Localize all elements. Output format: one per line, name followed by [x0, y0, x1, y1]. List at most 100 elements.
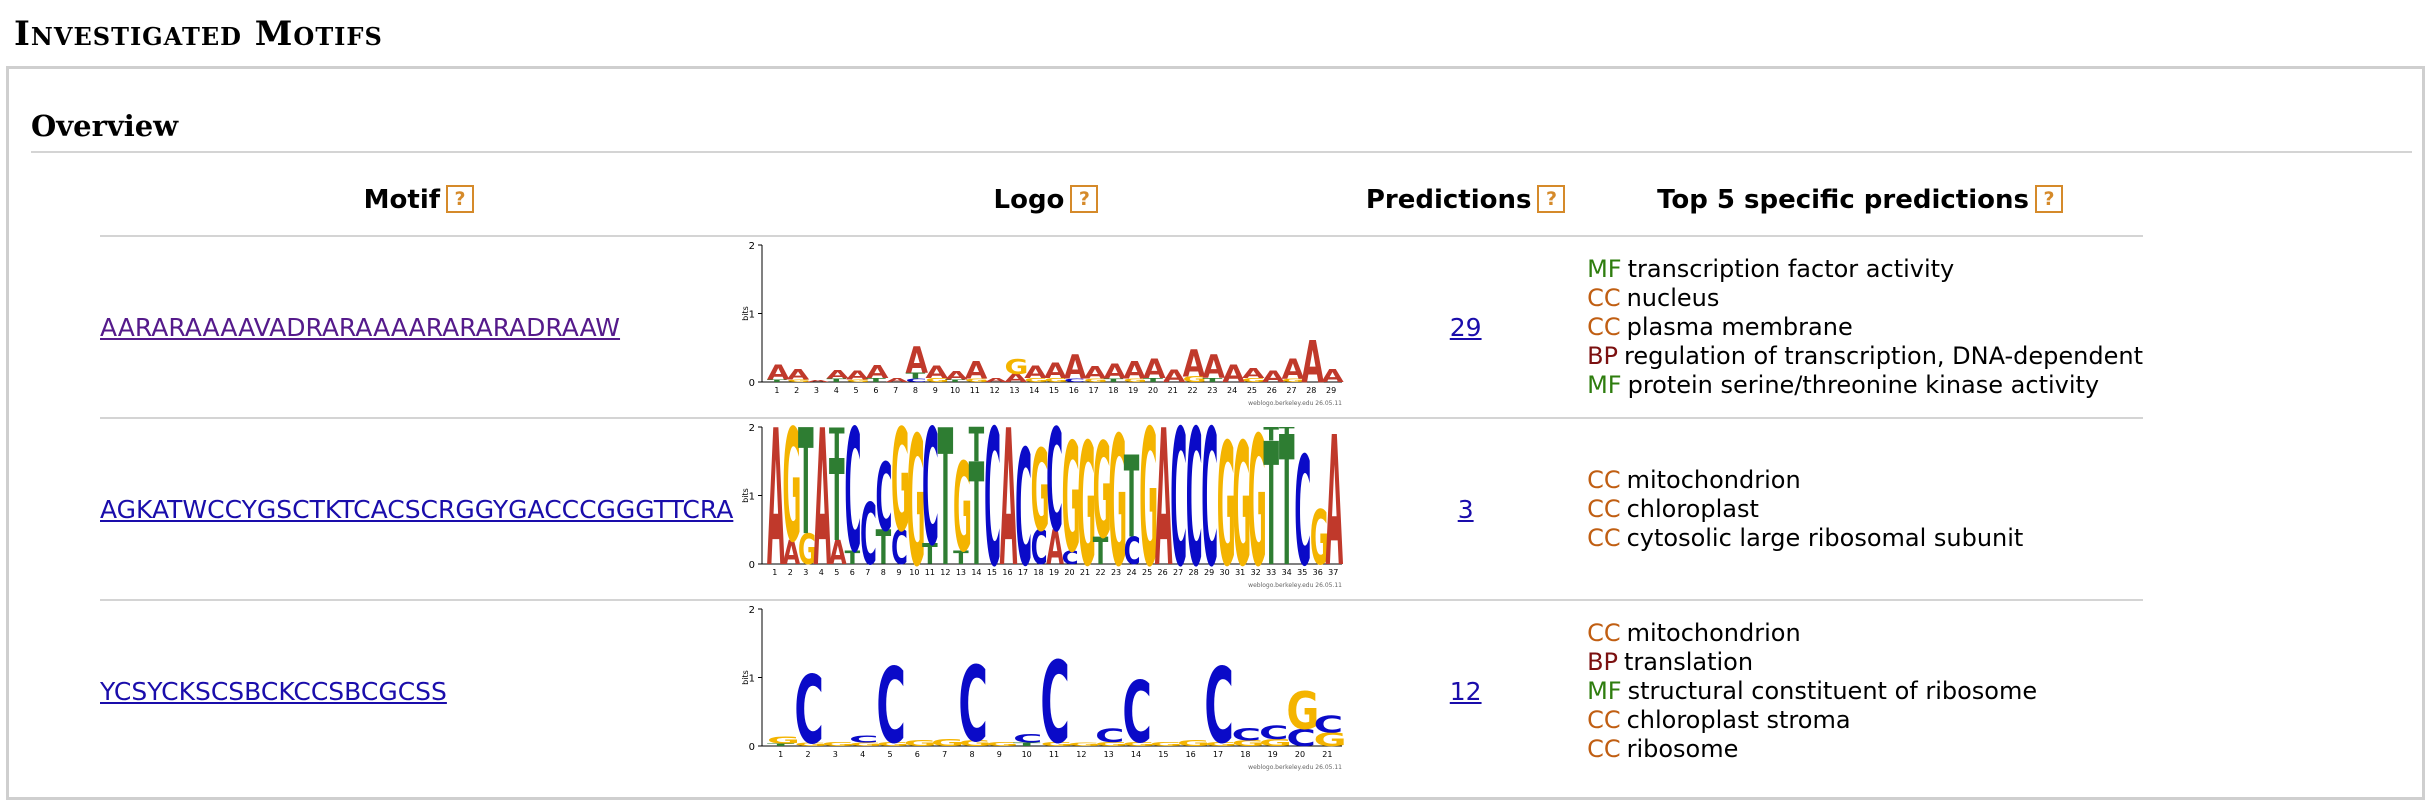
- logo-letter-a: A: [1301, 328, 1324, 396]
- logo-letter-c: C: [1122, 664, 1151, 762]
- logo-position-label: 28: [1188, 568, 1198, 577]
- prediction-term: structural constituent of ribosome: [1627, 676, 2038, 705]
- logo-letter-t: T: [945, 379, 966, 383]
- logo-letter-t: T: [1013, 742, 1041, 748]
- logo-letter-g: G: [1177, 739, 1210, 748]
- logo-position-label: 20: [1148, 386, 1158, 395]
- logo-position-label: 25: [1247, 386, 1257, 395]
- logo-letter-c: C: [1313, 710, 1343, 738]
- logo-position-label: 35: [1297, 568, 1307, 577]
- prediction-item: CC plasma membrane: [1587, 313, 2143, 342]
- ontology-tag: CC: [1587, 705, 1621, 734]
- logo-letter-g: G: [1044, 377, 1068, 383]
- logo-position-label: 30: [1219, 568, 1229, 577]
- logo-position-label: 1: [772, 568, 777, 577]
- logo-y-tick-label: 0: [748, 378, 754, 389]
- logo-letter-c: C: [1201, 421, 1218, 593]
- logo-letter-g: G: [1004, 355, 1028, 379]
- logo-letter-t: T: [1202, 377, 1223, 383]
- motif-link[interactable]: AARARAAAAVADRARAAAARARARADRAAW: [100, 312, 621, 342]
- logo-letter-a: A: [786, 367, 809, 383]
- logo-letter-g: G: [1231, 739, 1264, 748]
- logo-letter-c: C: [1124, 530, 1141, 574]
- prediction-item: MF transcription factor activity: [1587, 255, 2143, 284]
- logo-letter-c: C: [1064, 378, 1085, 383]
- top-predictions-list: CC mitochondrion BP translation MF structural…: [1577, 619, 2143, 764]
- logo-letter-a: A: [1281, 353, 1304, 385]
- logo-position-label: 24: [1126, 568, 1136, 577]
- logo-position-label: 18: [1240, 750, 1250, 759]
- prediction-term: ribosome: [1626, 734, 1739, 763]
- predictions-link[interactable]: 12: [1449, 676, 1482, 706]
- logo-letter-g: G: [786, 379, 810, 383]
- ontology-tag: CC: [1587, 494, 1621, 523]
- logo-cell: 0 1 2 bits A 1 A G 2 G T 3 A 4 A T T 5 T C 6 C 7 T C 8 C G 9 G 10 T C 11 T…: [737, 390, 1355, 609]
- logo-position-label: 37: [1328, 568, 1338, 577]
- ontology-tag: CC: [1587, 283, 1621, 312]
- logo-letter-g: G: [1122, 741, 1155, 748]
- top-predictions-cell: CC mitochondrion BP translation MF structural…: [1577, 600, 2143, 781]
- logo-letter-g: G: [767, 735, 800, 746]
- logo-position-label: 32: [1250, 568, 1260, 577]
- top-predictions-list: MF transcription factor activity CC nucleus…: [1577, 255, 2143, 400]
- logo-letter-a: A: [905, 339, 928, 382]
- logo-letter-a: A: [1182, 342, 1205, 386]
- top-predictions-cell: CC mitochondrion CC chloroplast CC cytosolic …: [1577, 418, 2143, 601]
- motif-link[interactable]: AGKATWCCYGSCTKTCACSCRGGYGACCCGGGTTCRA: [100, 494, 734, 524]
- logo-letter-c: C: [1204, 647, 1234, 767]
- prediction-term: mitochondrion: [1626, 465, 1801, 494]
- logo-position-label: 7: [893, 386, 898, 395]
- ontology-tag: MF: [1587, 676, 1622, 705]
- motif-header: Motif?: [100, 165, 738, 237]
- motif-link[interactable]: YCSYCKSCSBCKCCSBCGCSS: [100, 676, 447, 706]
- logo-letter-g: G: [1083, 378, 1107, 383]
- logo-position-label: 12: [940, 568, 950, 577]
- logo-position-label: 29: [1326, 386, 1336, 395]
- prediction-item: CC ribosome: [1587, 735, 2143, 764]
- ontology-tag: MF: [1587, 370, 1622, 399]
- logo-position-label: 20: [1295, 750, 1305, 759]
- help-icon[interactable]: ?: [446, 185, 475, 213]
- logo-letter-g: G: [1242, 377, 1266, 383]
- section-title: Overview: [31, 109, 179, 143]
- logo-letter-g: G: [794, 742, 827, 748]
- prediction-term: cytosolic large ribosomal subunit: [1626, 523, 2024, 552]
- prediction-term: protein serine/threonine kinase activity: [1627, 370, 2100, 399]
- logo-position-label: 14: [1029, 386, 1039, 395]
- predictions-link[interactable]: 3: [1457, 494, 1474, 524]
- help-icon[interactable]: ?: [1070, 185, 1099, 213]
- ontology-tag: CC: [1587, 312, 1621, 341]
- logo-letter-a: A: [1044, 359, 1067, 384]
- logo-position-label: 24: [1227, 386, 1237, 395]
- logo-position-label: 13: [1103, 750, 1113, 759]
- logo-y-tick-label: 2: [748, 241, 754, 252]
- logo-position-label: 7: [865, 568, 870, 577]
- logo-position-label: 21: [1167, 386, 1177, 395]
- help-icon[interactable]: ?: [2034, 185, 2063, 213]
- logo-position-label: 14: [971, 568, 981, 577]
- logo-position-label: 4: [833, 386, 838, 395]
- logo-position-label: 5: [834, 568, 839, 577]
- logo-position-label: 4: [860, 750, 865, 759]
- logo-y-tick-label: 1: [748, 492, 754, 503]
- logo-position-label: 3: [803, 568, 808, 577]
- logo-letter-c: C: [891, 521, 908, 576]
- logo-letter-g: G: [1061, 421, 1080, 587]
- prediction-item: CC chloroplast stroma: [1587, 706, 2143, 735]
- logo-letter-g: G: [1310, 496, 1329, 583]
- motif-cell: YCSYCKSCSBCKCCSBCGCSS: [100, 600, 738, 781]
- logo-letter-a: A: [829, 534, 847, 572]
- logo-header: Logo?: [737, 165, 1355, 237]
- logo-position-label: 8: [881, 568, 886, 577]
- logo-letter-g: G: [1040, 741, 1073, 748]
- logo-position-label: 27: [1286, 386, 1296, 395]
- logo-letter-c: C: [1170, 421, 1187, 593]
- logo-letter-c: C: [922, 421, 939, 581]
- logo-letter-a: A: [813, 421, 831, 593]
- sequence-logo: 012bitsTA1GA2A3TA4GA5TA6A7CTA8GA9TA10GA1…: [741, 241, 1344, 407]
- logo-y-label: bits: [741, 670, 750, 685]
- help-icon[interactable]: ?: [1537, 185, 1566, 213]
- logo-position-label: 22: [1095, 568, 1105, 577]
- predictions-link[interactable]: 29: [1449, 312, 1482, 342]
- logo-position-label: 20: [1064, 568, 1074, 577]
